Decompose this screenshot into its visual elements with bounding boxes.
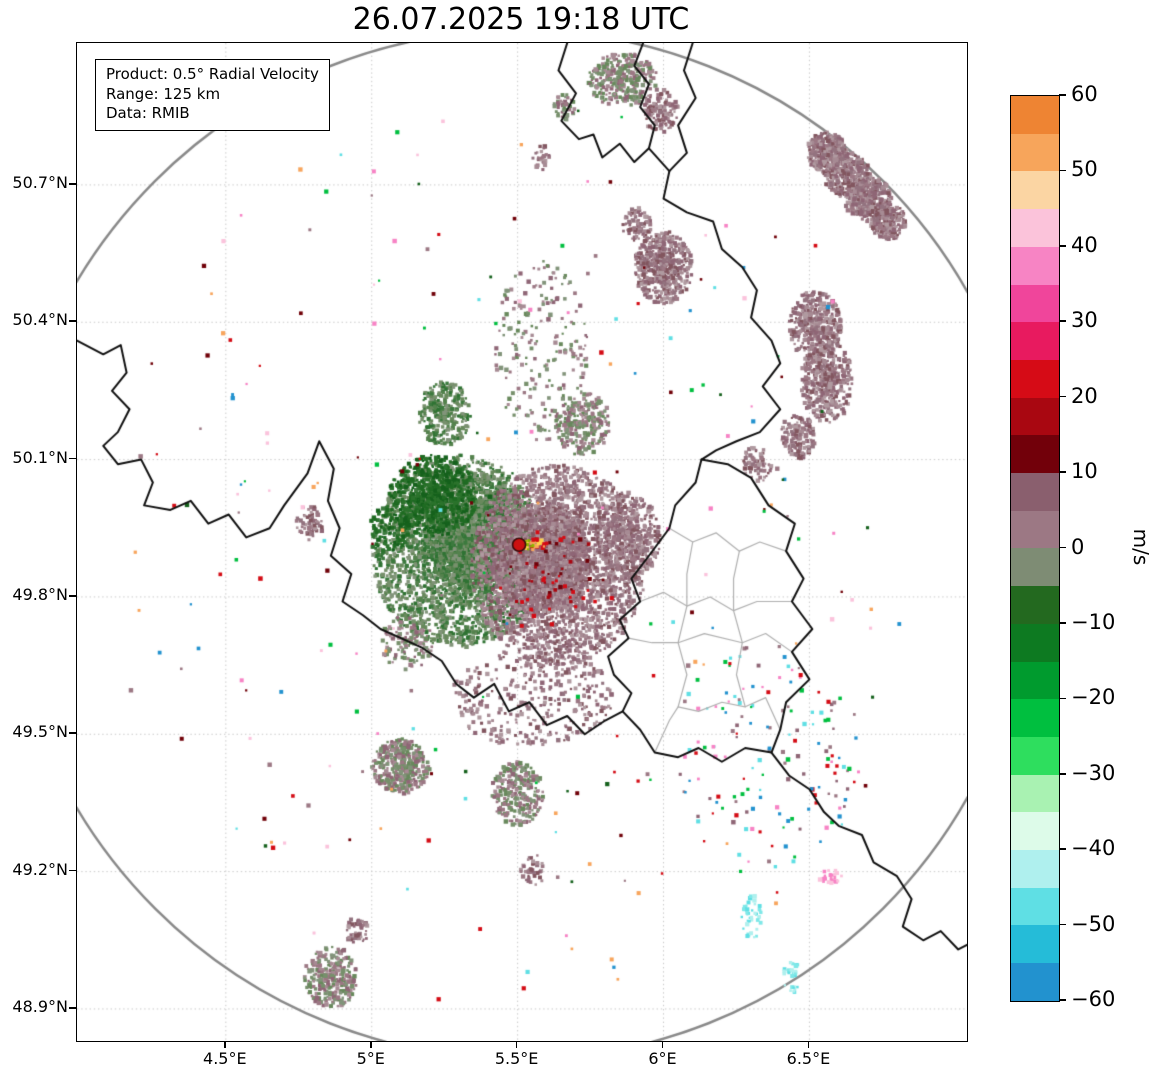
colorbar-tick-label: 40 [1071, 232, 1098, 257]
colorbar-unit-label: m/s [1129, 528, 1153, 566]
colorbar-band [1011, 887, 1059, 926]
colorbar-tick-label: −40 [1071, 836, 1116, 861]
y-tick-label: 50.4°N [12, 310, 68, 330]
colorbar-band [1011, 548, 1059, 587]
product-info-box: Product: 0.5° Radial Velocity Range: 125… [95, 59, 330, 131]
colorbar-tick-mark [1059, 697, 1066, 700]
colorbar-band [1011, 736, 1059, 775]
colorbar-tick-mark [1059, 471, 1066, 473]
figure-title: 26.07.2025 19:18 UTC [352, 2, 690, 37]
colorbar-band [1011, 925, 1059, 964]
colorbar-band [1011, 473, 1059, 511]
colorbar-tick-label: −10 [1071, 609, 1116, 634]
colorbar-tick-mark [1059, 923, 1066, 926]
colorbar-tick-label: −50 [1071, 911, 1116, 936]
x-tick-label: 6.5°E [786, 1049, 831, 1068]
colorbar-tick-mark [1059, 622, 1066, 624]
colorbar-tick-label: −20 [1071, 685, 1116, 710]
x-tick-mark [224, 1041, 226, 1048]
colorbar-tick-label: −60 [1071, 987, 1116, 1011]
y-tick-label: 48.9°N [12, 996, 68, 1016]
colorbar-band [1011, 171, 1059, 210]
colorbar-band [1011, 133, 1059, 172]
colorbar-gradient [1011, 96, 1059, 1001]
y-tick-mark [69, 595, 76, 597]
y-tick-mark [69, 183, 76, 185]
colorbar-tick-mark [1059, 848, 1066, 850]
colorbar-tick-mark [1059, 772, 1066, 775]
x-tick-mark [807, 1041, 810, 1048]
colorbar-band [1011, 623, 1059, 662]
y-tick-label: 50.1°N [12, 447, 68, 467]
colorbar-tick-mark [1059, 169, 1066, 172]
colorbar-band [1011, 661, 1059, 700]
y-tick-label: 49.8°N [12, 584, 68, 604]
colorbar-tick-label: 60 [1071, 82, 1098, 106]
colorbar-band [1011, 209, 1059, 247]
y-tick-mark [69, 1007, 76, 1009]
colorbar-tick-label: 30 [1071, 308, 1098, 333]
y-tick-mark [69, 869, 76, 872]
colorbar-band [1011, 963, 1059, 1001]
x-tick-mark [515, 1041, 518, 1048]
colorbar-tick-mark [1059, 999, 1066, 1001]
colorbar-tick-mark [1059, 245, 1066, 247]
colorbar-tick-label: 20 [1071, 383, 1098, 408]
radar-map-canvas [77, 43, 967, 1041]
colorbar-band [1011, 774, 1059, 813]
colorbar-band [1011, 246, 1059, 285]
colorbar-tick-mark [1059, 546, 1066, 549]
data-source-line: Data: RMIB [106, 104, 190, 122]
x-tick-label: 5°E [356, 1049, 385, 1068]
colorbar-band [1011, 96, 1059, 134]
colorbar-band [1011, 359, 1059, 398]
x-tick-mark [661, 1041, 664, 1048]
colorbar-tick-label: −30 [1071, 760, 1116, 785]
colorbar-band [1011, 284, 1059, 323]
colorbar-tick-mark [1059, 395, 1066, 398]
y-tick-label: 50.7°N [12, 172, 68, 192]
range-line: Range: 125 km [106, 84, 221, 103]
colorbar-tick-label: 0 [1071, 534, 1085, 559]
x-tick-label: 4.5°E [203, 1049, 247, 1068]
map-plot-area: Product: 0.5° Radial Velocity Range: 125… [76, 42, 968, 1042]
y-tick-label: 49.2°N [12, 859, 68, 879]
y-tick-mark [69, 457, 76, 460]
colorbar-band [1011, 322, 1059, 360]
y-tick-mark [69, 732, 76, 735]
colorbar-band [1011, 586, 1059, 624]
colorbar-band [1011, 435, 1059, 474]
x-tick-mark [369, 1041, 372, 1048]
colorbar-band [1011, 850, 1059, 888]
colorbar [1010, 95, 1060, 1002]
colorbar-tick-mark [1059, 320, 1066, 323]
colorbar-tick-label: 10 [1071, 459, 1098, 484]
colorbar-band [1011, 397, 1059, 436]
y-tick-label: 49.5°N [12, 722, 68, 742]
colorbar-tick-label: 50 [1071, 157, 1098, 182]
x-tick-label: 5.5°E [494, 1049, 539, 1068]
colorbar-tick-mark [1059, 94, 1066, 96]
x-tick-label: 6°E [648, 1049, 677, 1068]
colorbar-band [1011, 812, 1059, 851]
colorbar-band [1011, 510, 1059, 549]
product-line: Product: 0.5° Radial Velocity [106, 65, 319, 83]
colorbar-band [1011, 699, 1059, 737]
y-tick-mark [69, 320, 76, 323]
